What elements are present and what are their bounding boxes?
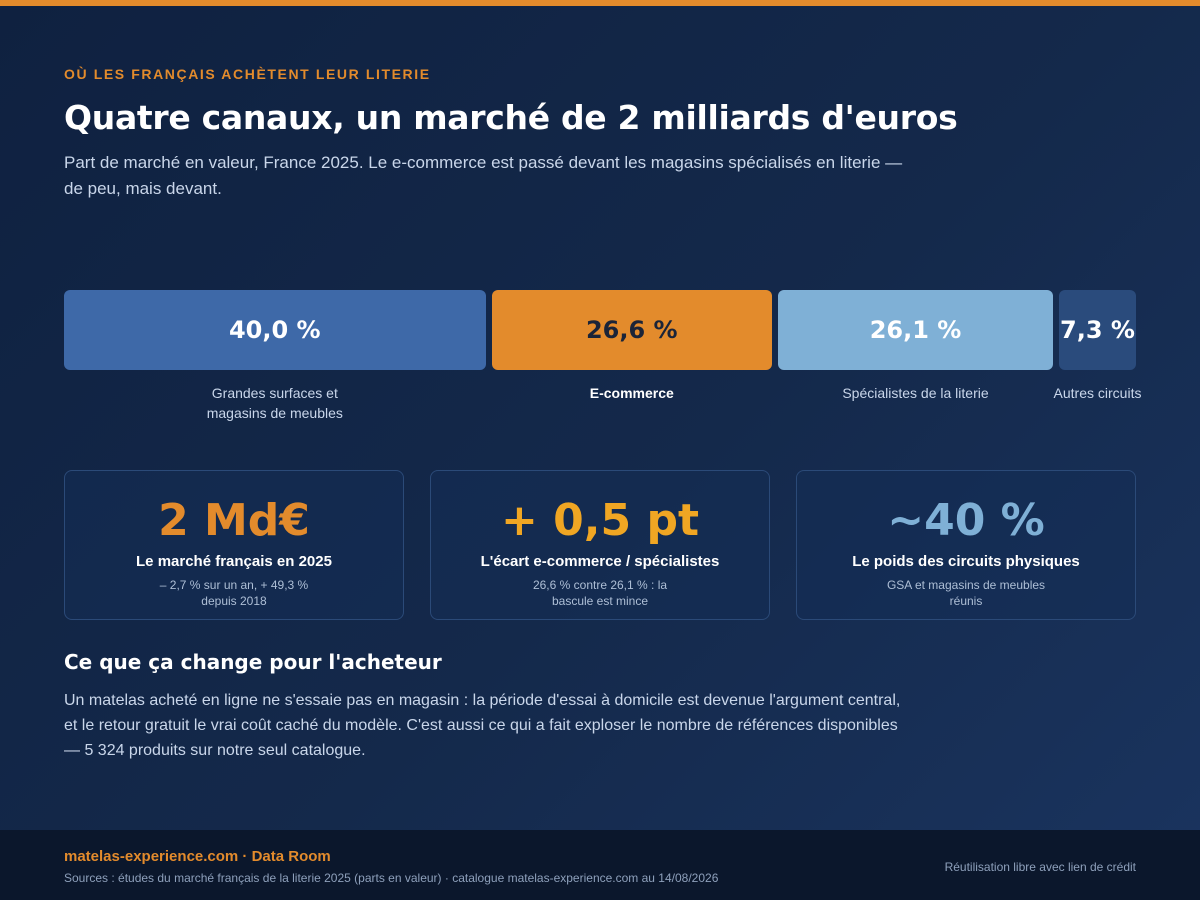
stat-value: + 0,5 pt xyxy=(501,495,699,546)
page-subtitle: Part de marché en valeur, France 2025. L… xyxy=(64,153,903,198)
stat-card-gap: + 0,5 pt L'écart e-commerce / spécialist… xyxy=(430,470,770,620)
eyebrow-label: OÙ LES FRANÇAIS ACHÈTENT LEUR LITERIE xyxy=(64,66,431,82)
bar-segment-3: 26,1 % xyxy=(777,290,1054,370)
stat-label: Le marché français en 2025 xyxy=(136,553,332,570)
bar-category-label: Grandes surfaces et magasins de meubles xyxy=(206,385,343,421)
bar-value-label: 26,1 % xyxy=(869,316,962,344)
top-accent-bar xyxy=(0,0,1200,6)
stat-label: Le poids des circuits physiques xyxy=(852,553,1080,570)
bar-category-label: E-commerce xyxy=(589,385,674,401)
section-body: Un matelas acheté en ligne ne s'essaie p… xyxy=(64,692,901,759)
bar-category-label: Spécialistes de la literie xyxy=(842,385,989,401)
page-title: Quatre canaux, un marché de 2 milliards … xyxy=(64,98,958,137)
market-share-chart: 40,0 % 26,6 % 26,1 % 7,3 % xyxy=(64,290,1136,370)
bar-value-label: 40,0 % xyxy=(228,316,321,344)
stat-value: ~40 % xyxy=(887,495,1045,546)
stat-note: GSA et magasins de meubles réunis xyxy=(886,578,1046,608)
bar-segment-2: 26,6 % xyxy=(491,290,772,370)
stat-note: – 2,7 % sur un an, + 49,3 % depuis 2018 xyxy=(159,578,309,608)
footer-brand: matelas-experience.com · Data Room xyxy=(64,848,331,865)
section-title: Ce que ça change pour l'acheteur xyxy=(64,650,442,674)
stat-note: 26,6 % contre 26,1 % : la bascule est mi… xyxy=(532,578,668,608)
footer-sources: Sources : études du marché français de l… xyxy=(64,871,719,885)
bar-segment-1: 40,0 % xyxy=(64,290,486,370)
footer-license: Réutilisation libre avec lien de crédit xyxy=(944,860,1136,874)
footer: matelas-experience.com · Data Room Sourc… xyxy=(0,830,1200,900)
bar-category-label: Autres circuits xyxy=(1053,385,1142,401)
stat-card-market-size: 2 Md€ Le marché français en 2025 – 2,7 %… xyxy=(64,470,404,620)
stat-card-physical-share: ~40 % Le poids des circuits physiques GS… xyxy=(796,470,1136,620)
stat-label: L'écart e-commerce / spécialistes xyxy=(480,553,720,570)
bar-value-label: 7,3 % xyxy=(1060,316,1135,344)
stat-value: 2 Md€ xyxy=(158,495,310,546)
bar-segment-4: 7,3 % xyxy=(1059,290,1136,370)
bar-value-label: 26,6 % xyxy=(585,316,678,344)
